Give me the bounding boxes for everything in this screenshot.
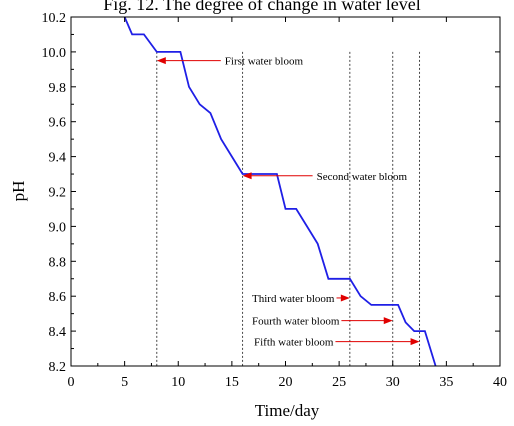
y-tick-label: 9.8: [49, 81, 67, 96]
annotation-arrow-head: [340, 294, 350, 302]
bloom-annotation: Fifth water bloom: [254, 337, 334, 349]
y-tick-label: 9.6: [49, 116, 67, 131]
annotation-arrow-head: [410, 338, 420, 346]
x-tick-label: 40: [493, 375, 507, 390]
y-tick-label: 10.2: [42, 11, 67, 26]
bloom-annotation: Third water bloom: [252, 293, 335, 305]
plot-frame: [70, 16, 501, 367]
y-tick-label: 8.6: [49, 290, 67, 305]
annotation-arrow-head: [242, 172, 252, 180]
x-tick-label: 20: [279, 375, 293, 390]
bloom-annotation: Second water bloom: [317, 171, 408, 183]
y-tick-label: 9.0: [49, 220, 67, 235]
y-axis-title: pH: [9, 181, 28, 202]
ph-series-line: [123, 16, 437, 367]
y-tick-label: 9.4: [49, 151, 67, 166]
x-axis-title: Time/day: [255, 401, 320, 420]
x-tick-label: 35: [439, 375, 453, 390]
x-tick-label: 10: [171, 375, 185, 390]
x-tick-label: 5: [121, 375, 128, 390]
annotation-arrow-head: [383, 317, 393, 325]
y-tick-label: 10.0: [42, 46, 67, 61]
x-tick-label: 30: [386, 375, 400, 390]
bloom-annotation: First water bloom: [225, 56, 304, 68]
bloom-annotation: Fourth water bloom: [252, 316, 340, 328]
y-tick-label: 8.4: [49, 325, 67, 340]
y-tick-label: 8.2: [49, 360, 67, 375]
y-tick-label: 9.2: [49, 186, 67, 201]
chart-title: Fig. 12. The degree of change in water l…: [103, 0, 421, 14]
x-tick-label: 0: [68, 375, 75, 390]
x-tick-label: 25: [332, 375, 346, 390]
y-tick-label: 8.8: [49, 255, 67, 270]
annotation-arrow-head: [156, 57, 166, 65]
x-tick-label: 15: [225, 375, 239, 390]
